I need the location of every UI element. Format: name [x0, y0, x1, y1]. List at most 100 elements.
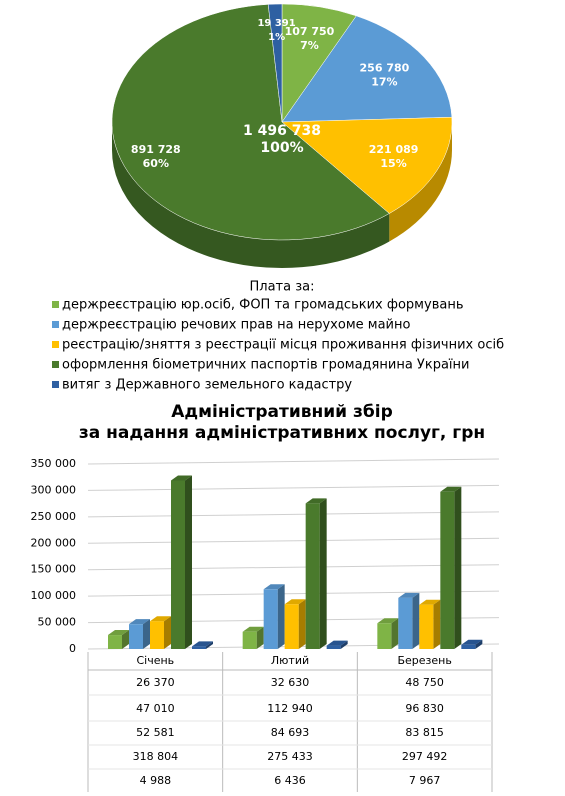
table-cell: 297 492 [402, 750, 448, 763]
bar-side [277, 584, 285, 649]
bar-side [433, 599, 441, 649]
bar-side [164, 616, 171, 649]
data-label: 17% [371, 75, 397, 88]
bar-side [206, 641, 213, 649]
bar [461, 644, 476, 649]
grid-line [87, 590, 500, 597]
bar-side [391, 618, 399, 649]
grid-line [87, 564, 500, 571]
data-label: 221 089 [369, 143, 419, 156]
bar [242, 631, 257, 649]
bar-top [326, 640, 348, 646]
pie-side [112, 122, 390, 268]
chart-title: Адміністративний збір [171, 402, 393, 422]
bar-side [475, 639, 483, 649]
table-cell: 318 804 [133, 750, 179, 763]
bar [108, 635, 122, 649]
table-cell: 52 581 [136, 726, 175, 739]
chart-title: за надання адміністративних послуг, грн [79, 423, 485, 443]
pie-slice [111, 4, 390, 241]
bar [129, 624, 143, 649]
x-tick-label: Січень [136, 654, 174, 667]
table-cell: 83 815 [405, 726, 444, 739]
bar-side [256, 626, 264, 649]
pie-slice [281, 116, 453, 214]
bar-side [185, 475, 192, 649]
bar-side [298, 599, 306, 649]
legend-title: Плата за: [250, 280, 315, 295]
legend-label: витяг з Державного земельного кадастру [62, 378, 352, 393]
x-tick-label: Лютий [271, 654, 309, 667]
bar [150, 621, 164, 649]
bar-top [108, 630, 129, 636]
legend-swatch [52, 341, 59, 348]
bar-top [377, 618, 399, 624]
bar-side [319, 498, 327, 649]
bar-top [192, 641, 213, 647]
table-cell: 84 693 [271, 726, 310, 739]
bar [377, 623, 392, 649]
bar [305, 503, 320, 649]
bar [263, 589, 278, 649]
y-tick-label: 150 000 [31, 563, 77, 576]
grid-line [87, 484, 500, 491]
pie-slice [267, 3, 283, 123]
x-tick-label: Березень [397, 654, 451, 667]
bar-top [263, 584, 285, 590]
table-cell: 47 010 [136, 702, 175, 715]
bar-top [305, 498, 327, 504]
data-label: 1% [268, 32, 285, 43]
pie-slice [281, 15, 453, 123]
bar [398, 597, 413, 649]
bar-top [242, 626, 264, 632]
table-cell: 96 830 [405, 702, 444, 715]
bar [284, 604, 299, 649]
data-label: 15% [380, 157, 406, 170]
pie-side [389, 122, 452, 242]
bar [419, 604, 434, 649]
grid-line [87, 511, 500, 518]
legend-label: держреєстрацію юр.осіб, ФОП та громадськ… [62, 298, 463, 313]
total-label: 100% [260, 140, 303, 156]
bar-top [150, 616, 171, 622]
bar [440, 491, 455, 649]
data-label: 107 750 [285, 25, 335, 38]
bar-side [412, 592, 420, 649]
legend-swatch [52, 301, 59, 308]
table-cell: 6 436 [274, 774, 306, 787]
legend-label: оформлення біометричних паспортів громад… [62, 358, 469, 373]
data-label: 256 780 [360, 61, 410, 74]
bar-top [171, 475, 192, 481]
grid-line [87, 458, 500, 465]
total-label: 1 496 738 [243, 123, 321, 139]
bar-top [284, 599, 306, 605]
y-tick-label: 300 000 [31, 483, 77, 496]
bar-top [461, 639, 483, 645]
legend-label: реєстрацію/зняття з реєстрації місця про… [62, 338, 504, 353]
y-tick-label: 50 000 [38, 616, 77, 629]
y-tick-label: 200 000 [31, 536, 77, 549]
legend-swatch [52, 361, 59, 368]
table-cell: 4 988 [140, 774, 172, 787]
data-label: 19 391 [257, 18, 295, 29]
bar-top [398, 592, 420, 598]
table-cell: 112 940 [267, 702, 313, 715]
bar [192, 646, 206, 649]
y-tick-label: 100 000 [31, 589, 77, 602]
y-tick-label: 250 000 [31, 510, 77, 523]
y-tick-label: 0 [69, 642, 76, 655]
bar-side [454, 486, 462, 649]
bar [171, 480, 185, 649]
bar-side [340, 640, 348, 649]
data-label: 891 728 [131, 143, 181, 156]
legend-label: держреєстрацію речових прав на нерухоме … [62, 318, 410, 333]
data-label: 60% [143, 157, 169, 170]
bar-top [419, 599, 441, 605]
data-label: 7% [300, 39, 319, 52]
table-cell: 48 750 [405, 676, 444, 689]
table-cell: 32 630 [271, 676, 310, 689]
bar-side [143, 619, 150, 649]
bar-side [122, 630, 129, 649]
bar-top [129, 619, 150, 625]
